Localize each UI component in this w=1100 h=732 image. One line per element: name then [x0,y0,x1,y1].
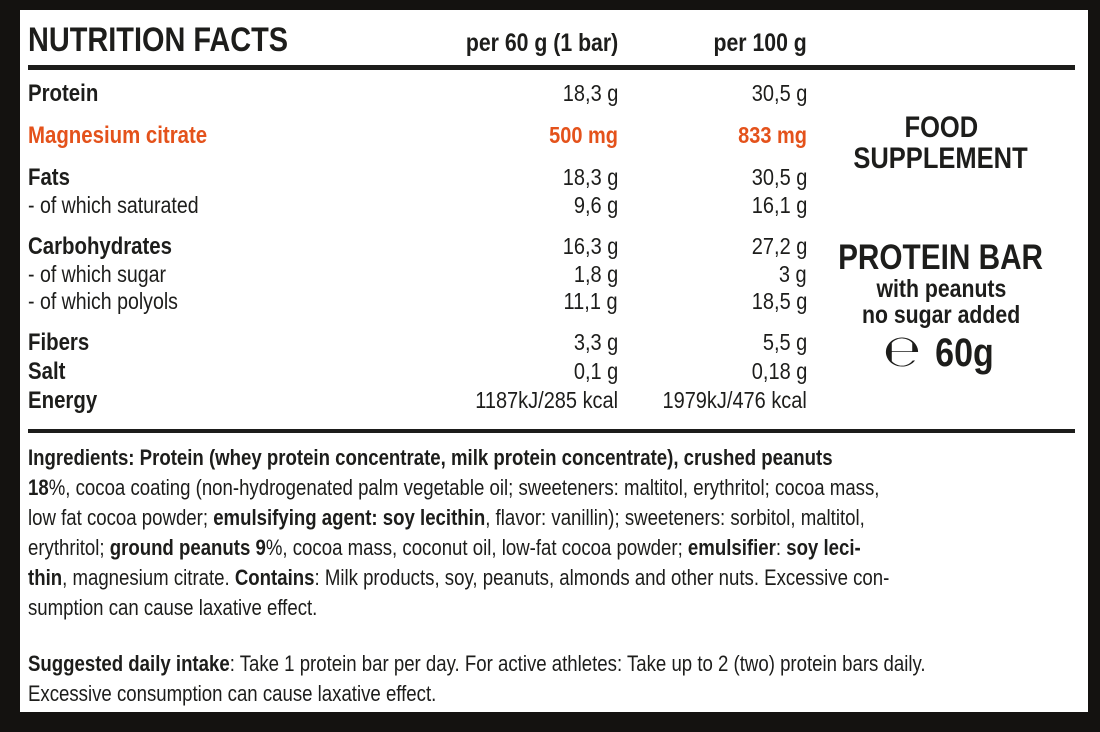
product-name: PROTEIN BAR [838,238,1044,277]
value-per-bar: 0,1 g [573,358,618,384]
value-per-bar: 500 mg [549,122,618,148]
product-feature-1: with peanuts [876,275,1006,303]
value-per-100: 16,1 g [751,192,807,218]
header-divider [28,65,1075,70]
value-per-100: 18,5 g [751,288,807,314]
nutrient-name: Protein [28,80,99,107]
value-per-100: 5,5 g [762,329,807,355]
table-row: - of which polyols 11,1 g 18,5 g [28,288,807,315]
nutrient-name: Salt [28,358,66,385]
table-row: Protein 18,3 g 30,5 g [28,79,807,108]
table-row: Magnesium citrate 500 mg 833 mg [28,121,807,150]
page-title: NUTRITION FACTS [28,21,289,59]
value-per-100: 30,5 g [751,164,807,190]
net-weight: 60g [934,331,994,375]
value-per-bar: 1187kJ/285 kcal [475,387,618,413]
nutrient-name: Carbohydrates [28,233,172,260]
value-per-100: 833 mg [738,122,807,148]
table-row: Salt 0,1 g 0,18 g [28,357,807,386]
table-row: Energy 1187kJ/285 kcal 1979kJ/476 kcal [28,386,807,415]
table-row: - of which sugar 1,8 g 3 g [28,261,807,288]
nutrient-name: Energy [28,387,98,414]
nutrient-name: Fats [28,164,70,191]
category-label: FOOD SUPPLEMENT [853,111,1029,175]
section-divider [28,429,1075,433]
column-header-per-100: per 100 g [713,29,807,57]
label-content: NUTRITION FACTS per 60 g (1 bar) per 100… [20,10,1088,712]
value-per-bar: 3,3 g [573,329,618,355]
value-per-bar: 18,3 g [562,164,618,190]
column-header-per-bar-cell: per 60 g (1 bar) [418,29,618,58]
nutrient-name: - of which saturated [28,192,199,218]
nutrient-name: Fibers [28,329,90,356]
nutrient-name: - of which sugar [28,261,167,287]
table-header-row: NUTRITION FACTS per 60 g (1 bar) per 100… [28,12,807,60]
column-header-per-bar: per 60 g (1 bar) [465,29,618,57]
nutrition-table: Protein 18,3 g 30,5 g Magnesium citrate … [28,79,807,415]
table-row: Fats 18,3 g 30,5 g [28,163,807,192]
value-per-100: 27,2 g [751,233,807,259]
value-per-bar: 1,8 g [573,261,618,287]
ingredients-paragraph: Ingredients: Protein (whey protein conce… [28,445,890,620]
net-weight-line: ℮ 60g [807,329,1075,376]
value-per-bar: 18,3 g [562,80,618,106]
table-row: - of which saturated 9,6 g 16,1 g [28,192,807,219]
suggested-intake-paragraph: Suggested daily intake: Take 1 protein b… [28,651,926,706]
table-row: Fibers 3,3 g 5,5 g [28,328,807,357]
page-title-cell: NUTRITION FACTS [28,21,418,60]
value-per-bar: 11,1 g [563,288,618,314]
value-per-bar: 16,3 g [562,233,618,259]
nutrient-name: Magnesium citrate [28,122,208,149]
value-per-100: 30,5 g [751,80,807,106]
value-per-100: 1979kJ/476 kcal [662,387,807,413]
estimated-sign-symbol: ℮ [883,326,921,377]
table-row: Carbohydrates 16,3 g 27,2 g [28,232,807,261]
value-per-100: 0,18 g [751,358,807,384]
side-panel: FOOD SUPPLEMENT PROTEIN BAR with peanuts… [807,112,1075,376]
product-feature-2: no sugar added [861,301,1021,329]
column-header-per-100-cell: per 100 g [618,29,807,58]
info-text-section: Ingredients: Protein (whey protein conce… [28,443,1075,709]
value-per-bar: 9,6 g [573,192,618,218]
nutrient-name: - of which polyols [28,288,178,314]
value-per-100: 3 g [779,261,807,287]
